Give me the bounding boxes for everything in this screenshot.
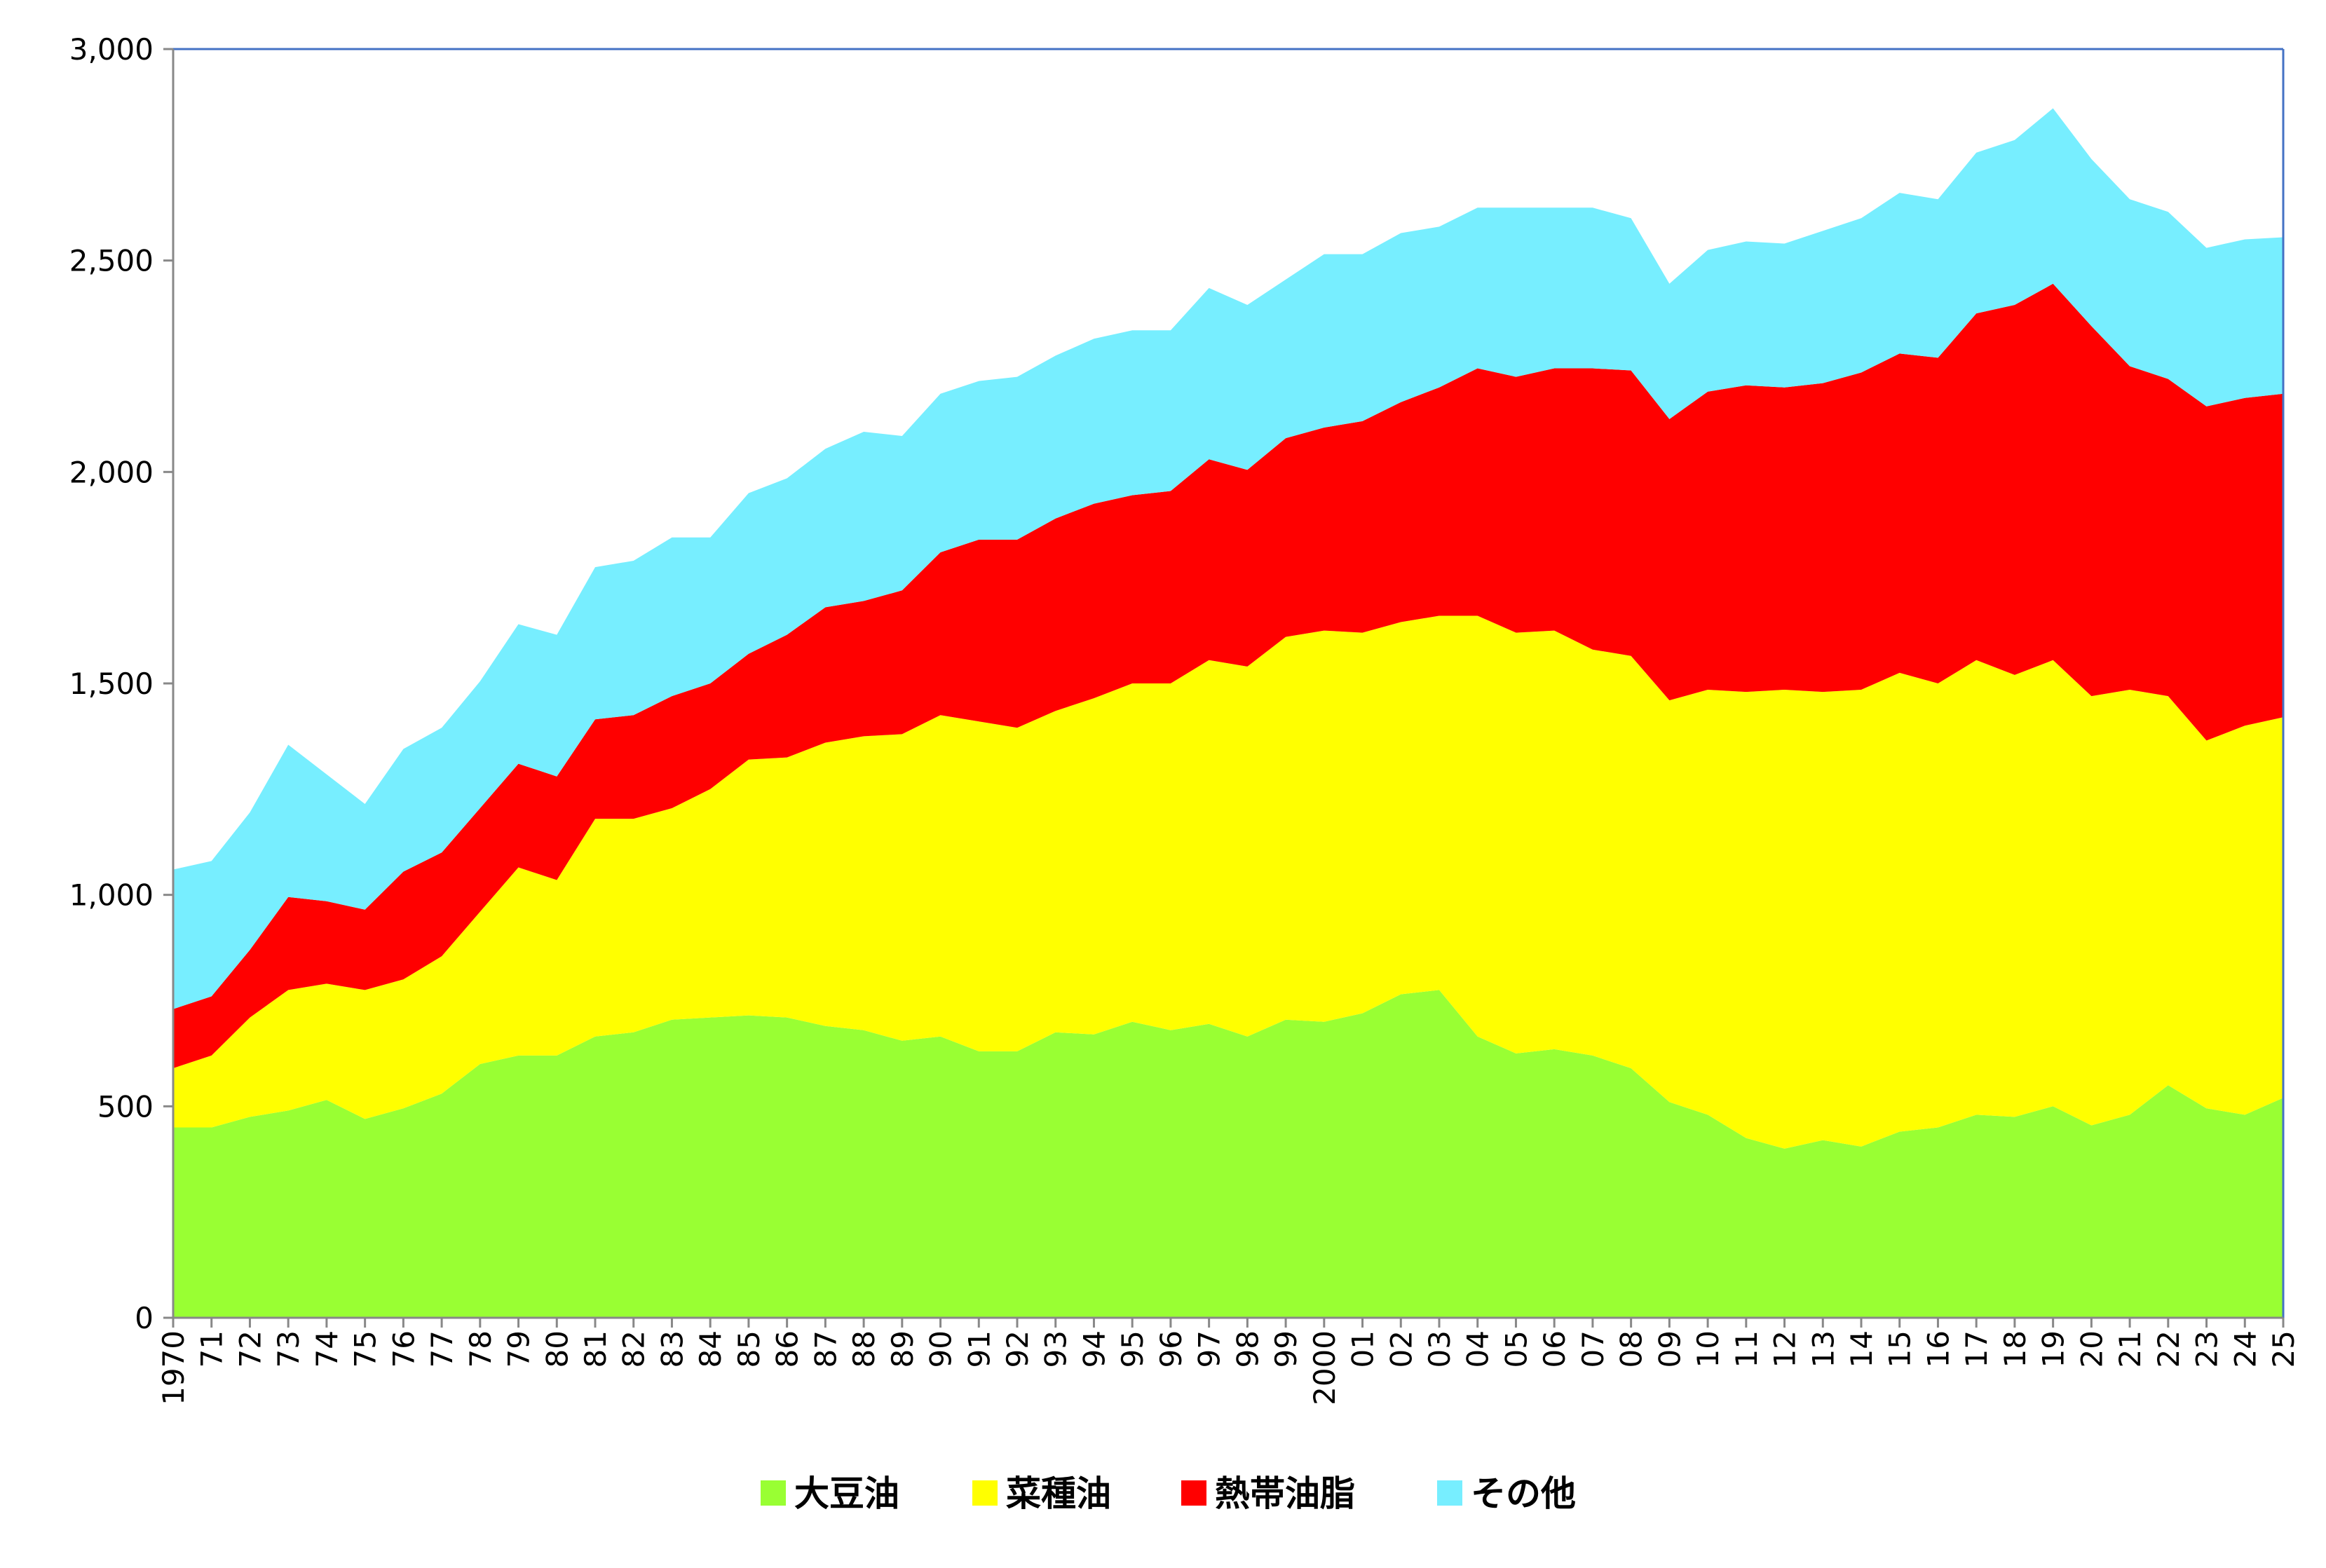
x-tick-label: 94 (1077, 1330, 1111, 1368)
y-tick-label: 3,000 (69, 32, 154, 67)
y-tick-label: 500 (97, 1089, 154, 1124)
x-tick-label: 72 (233, 1330, 267, 1368)
x-tick-label: 79 (502, 1330, 536, 1368)
y-tick-label: 1,000 (69, 878, 154, 913)
x-tick-label: 21 (2113, 1330, 2147, 1368)
x-tick-label: 19 (2036, 1330, 2071, 1368)
legend: 大豆油 菜種油 熱帯油脂 その他 (761, 1473, 1576, 1514)
x-tick-label: 13 (1806, 1330, 1840, 1368)
x-tick-label: 80 (540, 1330, 574, 1368)
legend-swatch (1181, 1480, 1206, 1506)
x-tick-label: 81 (578, 1330, 613, 1368)
x-tick-label: 10 (1691, 1330, 1725, 1368)
x-tick-label: 02 (1384, 1330, 1418, 1368)
x-tick-label: 71 (195, 1330, 229, 1368)
x-tick-label: 96 (1154, 1330, 1188, 1368)
x-tick-label: 03 (1422, 1330, 1457, 1368)
x-tick-label: 09 (1652, 1330, 1687, 1368)
x-tick-label: 14 (1844, 1330, 1879, 1368)
x-tick-label: 25 (2266, 1330, 2301, 1368)
x-tick-label: 99 (1269, 1330, 1303, 1368)
legend-label: 熱帯油脂 (1215, 1473, 1355, 1514)
x-tick-label: 16 (1921, 1330, 1955, 1368)
x-tick-label: 89 (885, 1330, 920, 1368)
x-tick-label: 90 (924, 1330, 958, 1368)
x-tick-label: 92 (1000, 1330, 1035, 1368)
x-tick-label: 84 (693, 1330, 728, 1368)
x-tick-label: 08 (1614, 1330, 1649, 1368)
x-tick-label: 98 (1230, 1330, 1265, 1368)
legend-swatch (1437, 1480, 1462, 1506)
x-tick-label: 1970 (156, 1330, 191, 1405)
x-tick-label: 91 (962, 1330, 996, 1368)
x-tick-label: 22 (2151, 1330, 2186, 1368)
x-tick-label: 2000 (1307, 1330, 1342, 1405)
x-tick-label: 77 (425, 1330, 459, 1368)
x-tick-label: 82 (617, 1330, 651, 1368)
x-tick-label: 87 (808, 1330, 843, 1368)
area-series-0 (173, 990, 2283, 1318)
x-tick-label: 75 (348, 1330, 383, 1368)
x-tick-label: 23 (2190, 1330, 2224, 1368)
y-tick-labels: 0 500 1,000 1,500 2,000 2,500 3,000 (69, 32, 173, 1335)
x-tick-label: 06 (1537, 1330, 1572, 1368)
x-tick-label: 15 (1883, 1330, 1917, 1368)
x-tick-label: 88 (847, 1330, 881, 1368)
x-tick-label: 76 (386, 1330, 421, 1368)
area-series-group (173, 108, 2283, 1318)
x-tick-label: 04 (1461, 1330, 1495, 1368)
x-tick-label: 18 (1998, 1330, 2032, 1368)
x-tick-label: 93 (1039, 1330, 1073, 1368)
legend-label: 大豆油 (794, 1473, 899, 1514)
x-tick-label: 86 (770, 1330, 805, 1368)
x-tick-label: 01 (1346, 1330, 1380, 1368)
x-tick-label: 73 (271, 1330, 306, 1368)
x-tick-label: 74 (310, 1330, 344, 1368)
area-series-1 (173, 615, 2283, 1149)
x-tick-label: 05 (1499, 1330, 1533, 1368)
x-tick-label: 97 (1192, 1330, 1227, 1368)
legend-swatch (972, 1480, 998, 1506)
x-tick-label: 17 (1959, 1330, 1994, 1368)
legend-swatch (761, 1480, 786, 1506)
x-tick-label: 12 (1768, 1330, 1802, 1368)
legend-label: その他 (1471, 1473, 1576, 1514)
area-series-3 (173, 108, 2283, 1009)
x-tick-label: 20 (2074, 1330, 2109, 1368)
area-series-2 (173, 283, 2283, 1068)
y-tick-label: 2,500 (69, 244, 154, 278)
x-tick-labels: 1970 71 72 73 74 75 76 77 78 79 80 81 82 83 84 85 86 87 88… (156, 1318, 2301, 1405)
x-tick-label: 24 (2228, 1330, 2262, 1368)
x-tick-label: 07 (1576, 1330, 1610, 1368)
x-tick-label: 78 (463, 1330, 498, 1368)
y-tick-label: 0 (135, 1301, 154, 1335)
y-tick-label: 1,500 (69, 667, 154, 701)
x-tick-label: 11 (1729, 1330, 1764, 1368)
x-tick-label: 85 (732, 1330, 766, 1368)
x-tick-label: 95 (1115, 1330, 1150, 1368)
x-tick-label: 83 (655, 1330, 689, 1368)
y-tick-label: 2,000 (69, 455, 154, 489)
legend-label: 菜種油 (1006, 1473, 1111, 1514)
